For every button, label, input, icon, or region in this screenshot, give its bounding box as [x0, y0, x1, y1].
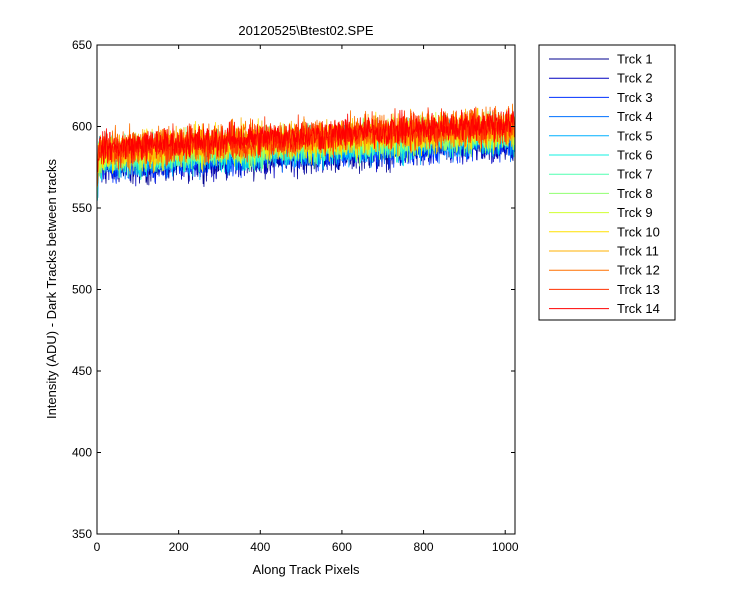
x-tick-label: 800 [414, 540, 434, 554]
legend: Trck 1 Trck 2 Trck 3 Trck 4 Trck 5 Trck 6 Trck… [538, 44, 676, 321]
legend-label: Trck 11 [617, 244, 659, 259]
axes-ticks: 0 200 400 600 800 1000 350 400 450 500 550 600 650 [72, 38, 519, 554]
plot-series-group [97, 103, 516, 201]
x-tick-label: 1000 [492, 540, 519, 554]
y-tick-label: 650 [72, 38, 92, 52]
legend-label: Trck 1 [617, 52, 653, 67]
y-tick-label: 600 [72, 120, 92, 134]
legend-label: Trck 14 [617, 301, 660, 316]
legend-label: Trck 10 [617, 224, 660, 239]
y-axis-label: Intensity (ADU) - Dark Tracks between tr… [44, 158, 59, 419]
legend-label: Trck 6 [617, 148, 653, 163]
legend-label: Trck 9 [617, 205, 653, 220]
x-tick-label: 0 [94, 540, 101, 554]
chart-title: 20120525\Btest02.SPE [238, 23, 373, 38]
x-tick-label: 200 [169, 540, 189, 554]
legend-label: Trck 5 [617, 128, 653, 143]
y-tick-label: 550 [72, 201, 92, 215]
legend-box [538, 44, 676, 321]
legend-label: Trck 4 [617, 109, 653, 124]
y-tick-label: 400 [72, 446, 92, 460]
x-tick-label: 400 [250, 540, 270, 554]
legend-label: Trck 12 [617, 263, 660, 278]
legend-items: Trck 1 Trck 2 Trck 3 Trck 4 Trck 5 Trck 6 Trck… [549, 52, 660, 316]
legend-label: Trck 8 [617, 186, 653, 201]
legend-label: Trck 3 [617, 90, 653, 105]
legend-label: Trck 7 [617, 167, 653, 182]
series-line-14 [97, 108, 516, 173]
y-tick-label: 350 [72, 527, 92, 541]
y-tick-label: 500 [72, 283, 92, 297]
x-axis-label: Along Track Pixels [253, 562, 360, 577]
legend-label: Trck 13 [617, 282, 660, 297]
legend-label: Trck 2 [617, 71, 653, 86]
x-tick-label: 600 [332, 540, 352, 554]
y-tick-label: 450 [72, 364, 92, 378]
